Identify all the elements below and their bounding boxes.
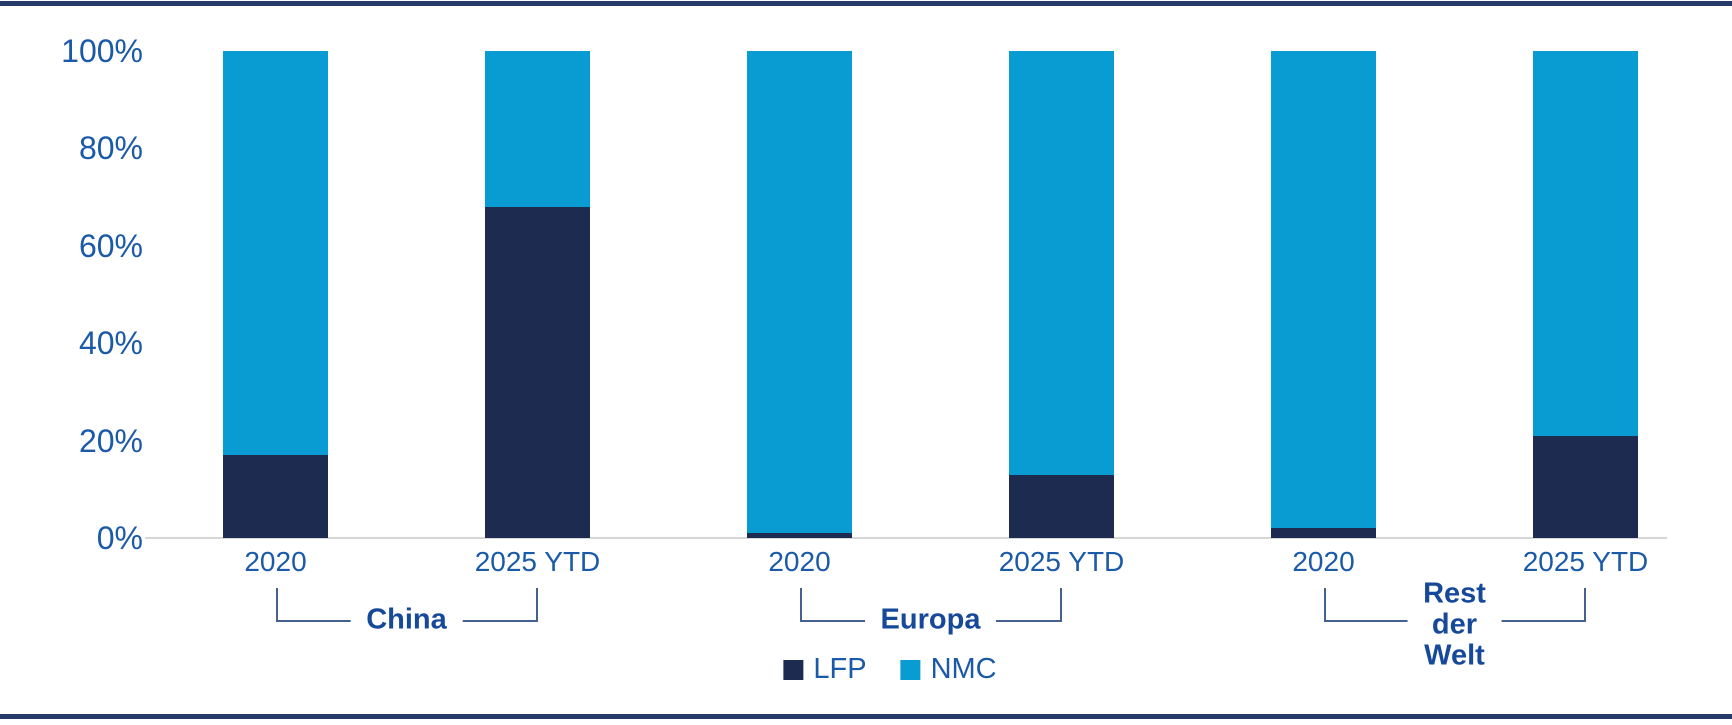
bar-segment-lfp <box>747 533 852 538</box>
x-category-label: 2020 <box>768 546 831 577</box>
bottom-border-rule <box>0 714 1732 719</box>
bar-segment-nmc <box>1533 51 1638 436</box>
bar-segment-nmc <box>223 51 328 456</box>
legend-item-nmc: NMC <box>900 653 997 686</box>
nmc-swatch-icon <box>900 659 921 680</box>
bar-segment-lfp <box>1009 474 1114 538</box>
group-label: Europa <box>864 604 997 636</box>
x-category-label: 2020 <box>1292 546 1355 577</box>
x-category-label: 2025 YTD <box>1522 546 1649 577</box>
x-category-label: 2020 <box>244 546 307 577</box>
x-category-label: 2025 YTD <box>474 546 601 577</box>
group-label: Rest der Welt <box>1407 578 1502 672</box>
legend: LFP NMC <box>783 653 997 686</box>
top-border-rule <box>0 1 1732 6</box>
y-axis-tick-label: 80% <box>78 130 143 167</box>
legend-item-lfp: LFP <box>783 653 867 686</box>
bar-segment-lfp <box>1271 528 1376 538</box>
legend-label-lfp: LFP <box>813 653 867 685</box>
bar-segment-lfp <box>223 455 328 538</box>
bar-segment-nmc <box>485 51 590 207</box>
y-axis-tick-label: 100% <box>61 33 143 69</box>
y-axis-tick-label: 60% <box>78 227 143 264</box>
y-axis-tick-label: 0% <box>96 520 143 556</box>
lfp-swatch-icon <box>783 659 804 680</box>
bar-segment-nmc <box>1009 51 1114 475</box>
y-axis-tick-label: 40% <box>78 325 143 362</box>
bar-segment-lfp <box>1533 435 1638 538</box>
y-axis-tick-label: 20% <box>78 422 143 459</box>
x-category-label: 2025 YTD <box>998 546 1125 577</box>
group-label: China <box>350 604 463 636</box>
legend-label-nmc: NMC <box>930 653 997 685</box>
bar-segment-lfp <box>485 206 590 538</box>
bar-segment-nmc <box>747 51 852 534</box>
bar-segment-nmc <box>1271 51 1376 529</box>
x-axis-line <box>145 537 1667 539</box>
